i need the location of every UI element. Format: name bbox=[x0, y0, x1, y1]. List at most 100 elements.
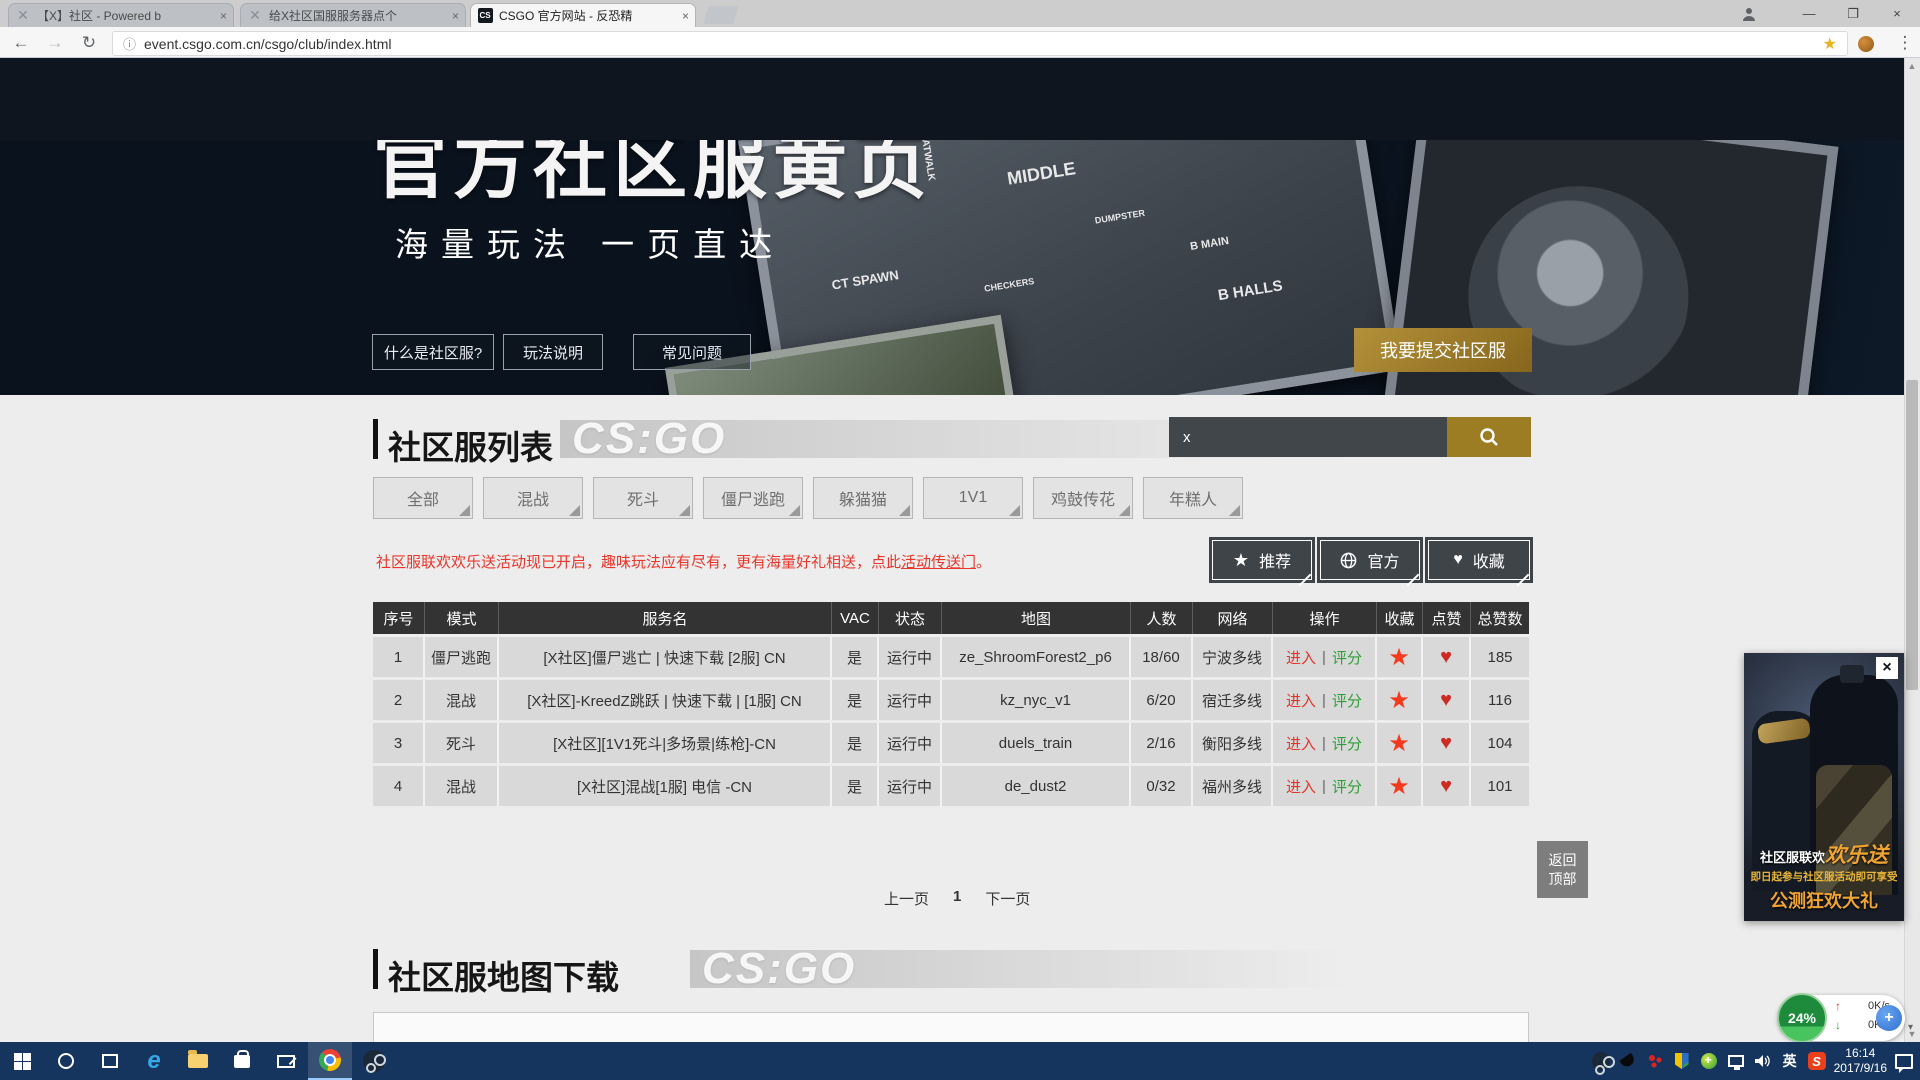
extension-icon[interactable] bbox=[1858, 36, 1874, 52]
next-page-link[interactable]: 下一页 bbox=[985, 891, 1031, 908]
browser-tab-1[interactable]: ✕ 【X】社区 - Powered b × bbox=[8, 3, 234, 27]
url-text[interactable]: event.csgo.com.cn/csgo/club/index.html bbox=[144, 35, 392, 52]
sogou-tray-icon[interactable]: S bbox=[1807, 1051, 1827, 1071]
filter-rice-cake[interactable]: 年糕人 bbox=[1143, 477, 1243, 519]
filter-all[interactable]: 全部 bbox=[373, 477, 473, 519]
cortana-search-button[interactable] bbox=[44, 1042, 88, 1080]
search-button[interactable] bbox=[1447, 417, 1531, 457]
filter-zombie-escape[interactable]: 僵尸逃跑 bbox=[703, 477, 803, 519]
tab-close-icon[interactable]: × bbox=[451, 8, 459, 23]
tab-close-icon[interactable]: × bbox=[219, 8, 227, 23]
promo-ad-banner[interactable]: 社区服联欢欢乐送 即日起参与社区服活动即可享受 公测狂欢大礼 bbox=[1744, 653, 1904, 921]
enter-link[interactable]: 进入 bbox=[1286, 649, 1317, 667]
defender-tray-icon[interactable] bbox=[1672, 1051, 1692, 1071]
gameplay-guide-button[interactable]: 玩法说明 bbox=[503, 334, 603, 370]
scrollbar-down-icon[interactable]: ▼ bbox=[1907, 1029, 1917, 1039]
site-header bbox=[0, 58, 1904, 140]
refresh-icon[interactable]: ↻ bbox=[81, 33, 97, 52]
filter-1v1[interactable]: 1V1 bbox=[923, 477, 1023, 519]
progress-badge[interactable]: 24% bbox=[1777, 993, 1827, 1043]
browser-tab-3-active[interactable]: CS CSGO 官方网站 - 反恐精 × bbox=[470, 3, 696, 27]
map-name: duels_train bbox=[942, 723, 1131, 763]
minimize-icon[interactable]: — bbox=[1802, 6, 1816, 21]
current-page[interactable]: 1 bbox=[953, 888, 962, 905]
taskbar-clock[interactable]: 16:14 2017/9/16 bbox=[1833, 1046, 1887, 1075]
tab-title: CSGO 官方网站 - 反恐精 bbox=[499, 9, 633, 23]
table-row: 4 混战 [X社区]混战[1服] 电信 -CN 是 运行中 de_dust2 0… bbox=[373, 766, 1529, 806]
enter-link[interactable]: 进入 bbox=[1286, 735, 1317, 753]
scrollbar-up-icon[interactable]: ▲ bbox=[1907, 61, 1917, 71]
ad-close-icon[interactable]: × bbox=[1876, 657, 1898, 679]
like-heart-icon[interactable]: ♥ bbox=[1440, 688, 1452, 711]
server-name: [X社区]混战[1服] 电信 -CN bbox=[499, 766, 832, 806]
favorites-button[interactable]: ♥ 收藏 bbox=[1428, 540, 1530, 580]
new-tab-button[interactable] bbox=[703, 6, 739, 24]
store-icon[interactable] bbox=[220, 1042, 264, 1080]
browser-profile-icon[interactable] bbox=[1728, 0, 1770, 27]
accelerator-icon[interactable]: + bbox=[1876, 1005, 1902, 1031]
maximize-icon[interactable]: ❐ bbox=[1847, 5, 1859, 21]
filter-pass-the-bomb[interactable]: 鸡鼓传花 bbox=[1033, 477, 1133, 519]
event-portal-link[interactable]: 活动传送门 bbox=[901, 554, 977, 571]
like-heart-icon[interactable]: ♥ bbox=[1440, 645, 1452, 668]
rate-link[interactable]: 评分 bbox=[1331, 649, 1362, 667]
task-view-button[interactable] bbox=[88, 1042, 132, 1080]
steam-taskbar-icon[interactable] bbox=[352, 1042, 396, 1080]
filter-deathmatch[interactable]: 死斗 bbox=[593, 477, 693, 519]
volume-tray-icon[interactable] bbox=[1753, 1051, 1773, 1071]
browser-tab-2[interactable]: ✕ 给X社区国服服务器点个 × bbox=[240, 3, 466, 27]
submit-server-button[interactable]: 我要提交社区服 bbox=[1354, 328, 1532, 372]
dots-tray-icon[interactable] bbox=[1645, 1051, 1665, 1071]
ad-subline: 即日起参与社区服活动即可享受 bbox=[1750, 871, 1898, 883]
like-heart-icon[interactable]: ♥ bbox=[1440, 731, 1452, 754]
edge-icon[interactable]: e bbox=[147, 1047, 161, 1074]
favorite-star-icon[interactable]: ★ bbox=[1388, 772, 1410, 800]
hero-subtitle: 海量玩法 一页直达 bbox=[395, 226, 786, 263]
map-name: kz_nyc_v1 bbox=[942, 680, 1131, 720]
rate-link[interactable]: 评分 bbox=[1331, 735, 1362, 753]
page-info-icon[interactable]: ⓘ bbox=[123, 37, 137, 52]
back-icon[interactable]: ← bbox=[12, 33, 30, 52]
file-explorer-icon[interactable] bbox=[176, 1042, 220, 1080]
mail-icon[interactable] bbox=[264, 1042, 308, 1080]
steam-tray-icon[interactable] bbox=[1591, 1051, 1615, 1075]
faq-button[interactable]: 常见问题 bbox=[633, 334, 751, 370]
like-heart-icon[interactable]: ♥ bbox=[1440, 774, 1452, 797]
favorite-star-icon[interactable]: ★ bbox=[1388, 729, 1410, 757]
what-is-community-server-button[interactable]: 什么是社区服? bbox=[372, 334, 494, 370]
filter-hide-and-seek[interactable]: 躲猫猫 bbox=[813, 477, 913, 519]
action-center-icon[interactable] bbox=[1894, 1051, 1914, 1073]
enter-link[interactable]: 进入 bbox=[1286, 692, 1317, 710]
speed-monitor-widget[interactable]: 24% ↑ 0K/s ↓ 0K/s + bbox=[1777, 993, 1905, 1043]
start-button[interactable] bbox=[0, 1042, 44, 1080]
chrome-taskbar-icon[interactable] bbox=[308, 1042, 352, 1080]
rate-link[interactable]: 评分 bbox=[1331, 778, 1362, 796]
favorite-star-icon[interactable]: ★ bbox=[1388, 686, 1410, 714]
favorite-star-icon[interactable]: ★ bbox=[1388, 643, 1410, 671]
forward-icon[interactable]: → bbox=[46, 33, 64, 52]
recommend-button[interactable]: ★ 推荐 bbox=[1212, 540, 1312, 580]
status-running: 运行中 bbox=[879, 766, 942, 806]
back-to-top-button[interactable]: 返回 顶部 bbox=[1537, 841, 1588, 898]
satellite-tray-icon[interactable] bbox=[1618, 1051, 1638, 1071]
prev-page-link[interactable]: 上一页 bbox=[884, 891, 930, 908]
widget-caret-icon[interactable]: ▾ bbox=[1908, 1022, 1914, 1033]
antivirus-tray-icon[interactable] bbox=[1699, 1051, 1719, 1071]
enter-link[interactable]: 进入 bbox=[1286, 778, 1317, 796]
rate-link[interactable]: 评分 bbox=[1331, 692, 1362, 710]
scrollbar-thumb[interactable] bbox=[1906, 380, 1918, 690]
search-input[interactable] bbox=[1169, 417, 1447, 457]
tab-close-icon[interactable]: × bbox=[681, 8, 689, 23]
address-bar[interactable]: ⓘ event.csgo.com.cn/csgo/club/index.html… bbox=[112, 31, 1848, 56]
ad-prize-line: 公测狂欢大礼 bbox=[1770, 891, 1878, 911]
close-icon[interactable]: × bbox=[1893, 6, 1901, 21]
hero-title: 官方社区服黄页 bbox=[373, 140, 933, 207]
official-button[interactable]: 官方 bbox=[1320, 540, 1420, 580]
bookmark-star-icon[interactable]: ★ bbox=[1822, 35, 1837, 53]
filter-deathmatch-mix[interactable]: 混战 bbox=[483, 477, 583, 519]
network-tray-icon[interactable] bbox=[1726, 1051, 1746, 1071]
search-icon bbox=[1480, 428, 1498, 446]
browser-menu-icon[interactable]: ⋮ bbox=[1896, 33, 1914, 52]
ime-indicator[interactable]: 英 bbox=[1782, 1053, 1797, 1069]
